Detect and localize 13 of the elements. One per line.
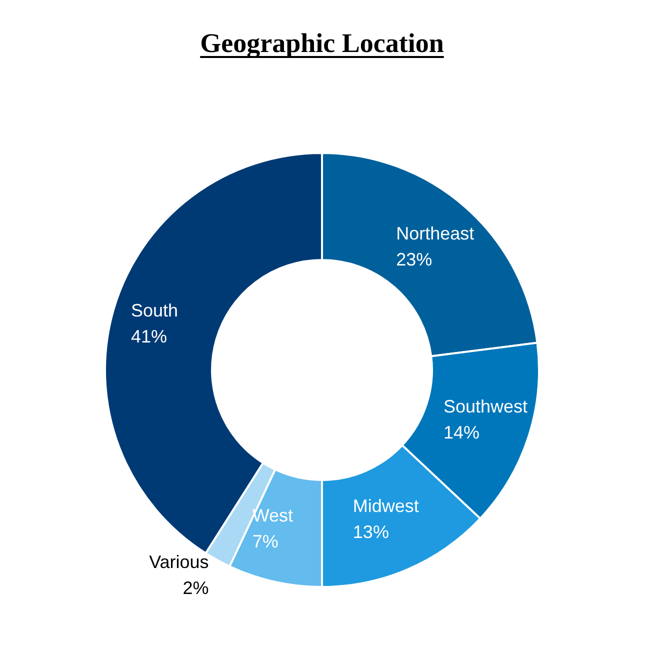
data-label: 41% (130, 326, 168, 346)
slice-label: West (252, 506, 294, 526)
slice-label: South (130, 300, 178, 320)
data-label: 7% (252, 532, 278, 552)
data-label: 23% (396, 249, 432, 270)
slice-label: Various (149, 552, 209, 572)
chart-title: Geographic Location (200, 28, 444, 58)
data-label: 13% (352, 522, 389, 542)
slice-label: Midwest (352, 496, 419, 516)
data-label: 14% (444, 422, 480, 443)
slice-label: Southwest (444, 396, 528, 417)
data-label: 2% (182, 578, 209, 598)
slice-label: Northeast (396, 223, 474, 244)
